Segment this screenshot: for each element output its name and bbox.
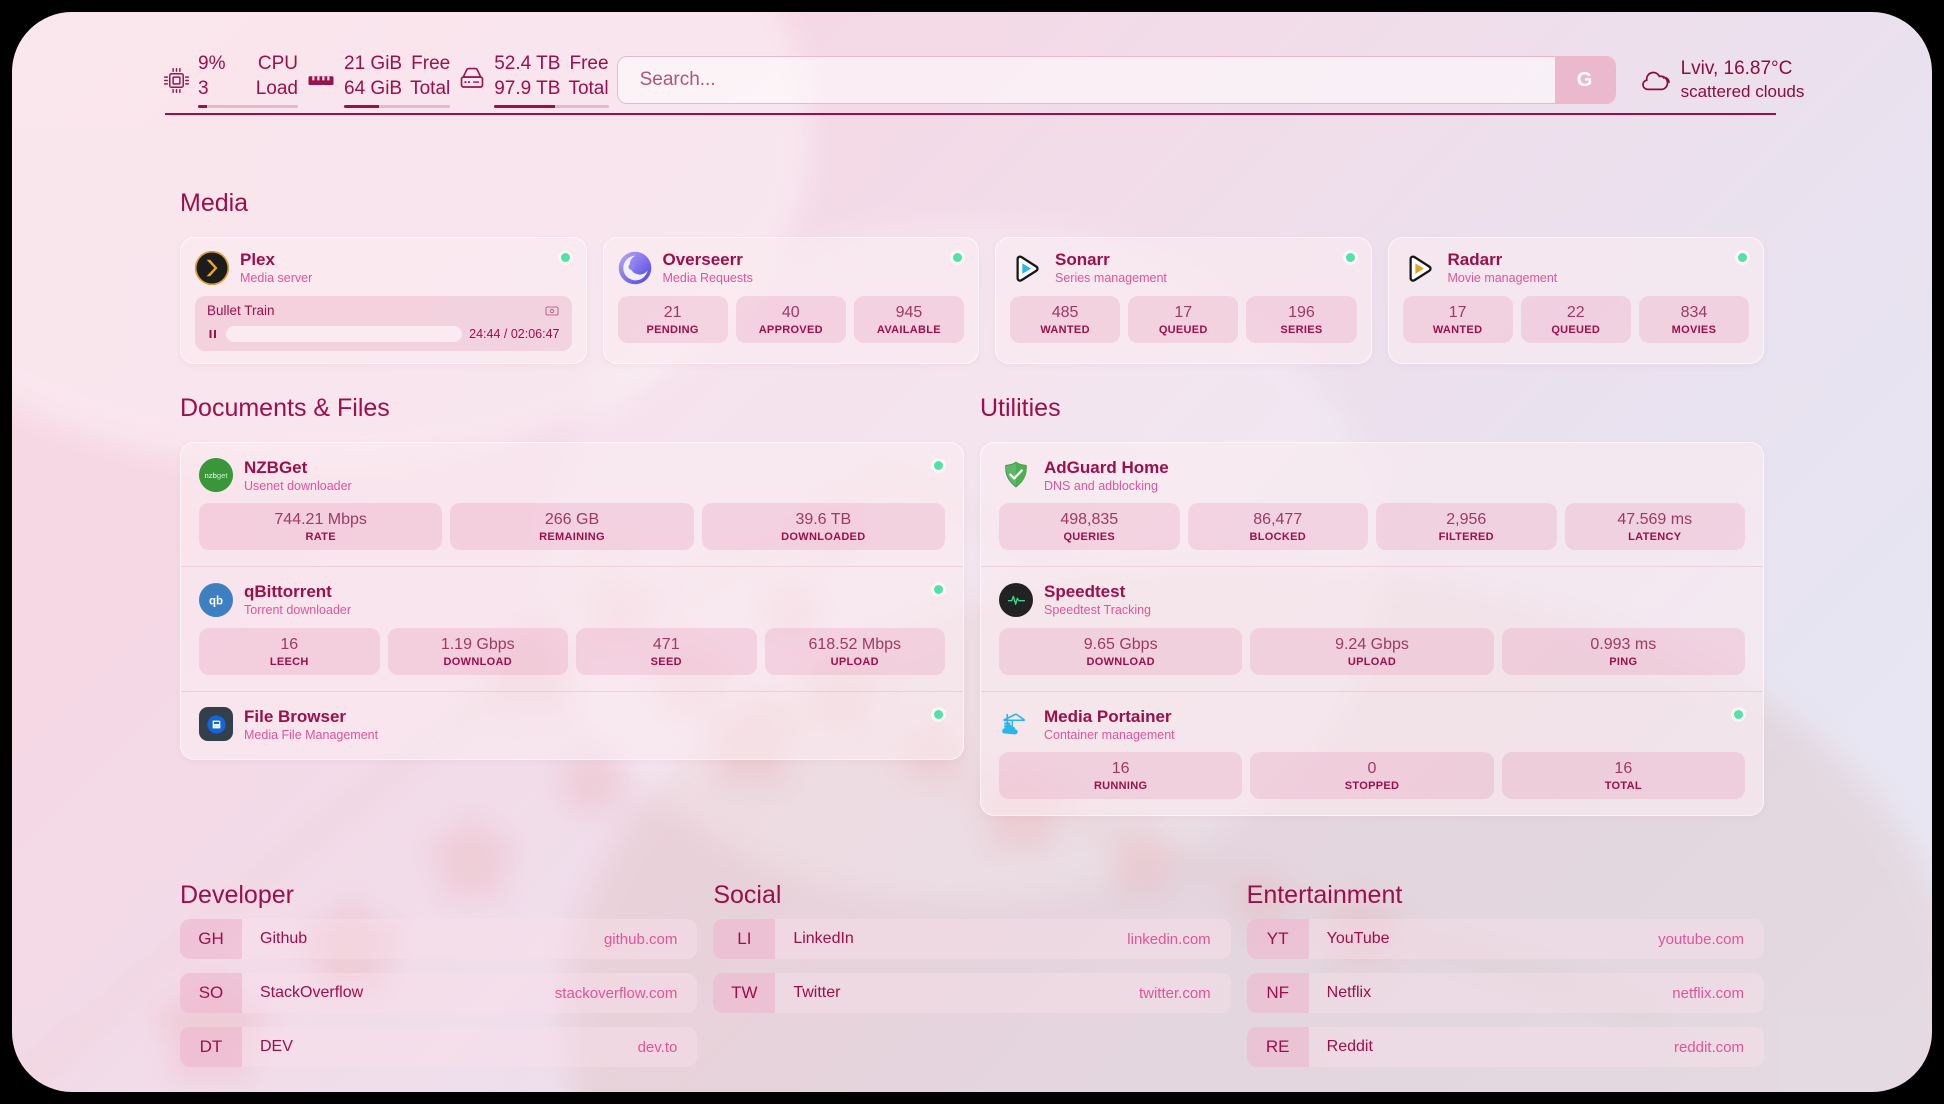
svg-text:nzbget: nzbget — [205, 471, 229, 480]
svg-text:qb: qb — [209, 595, 223, 607]
